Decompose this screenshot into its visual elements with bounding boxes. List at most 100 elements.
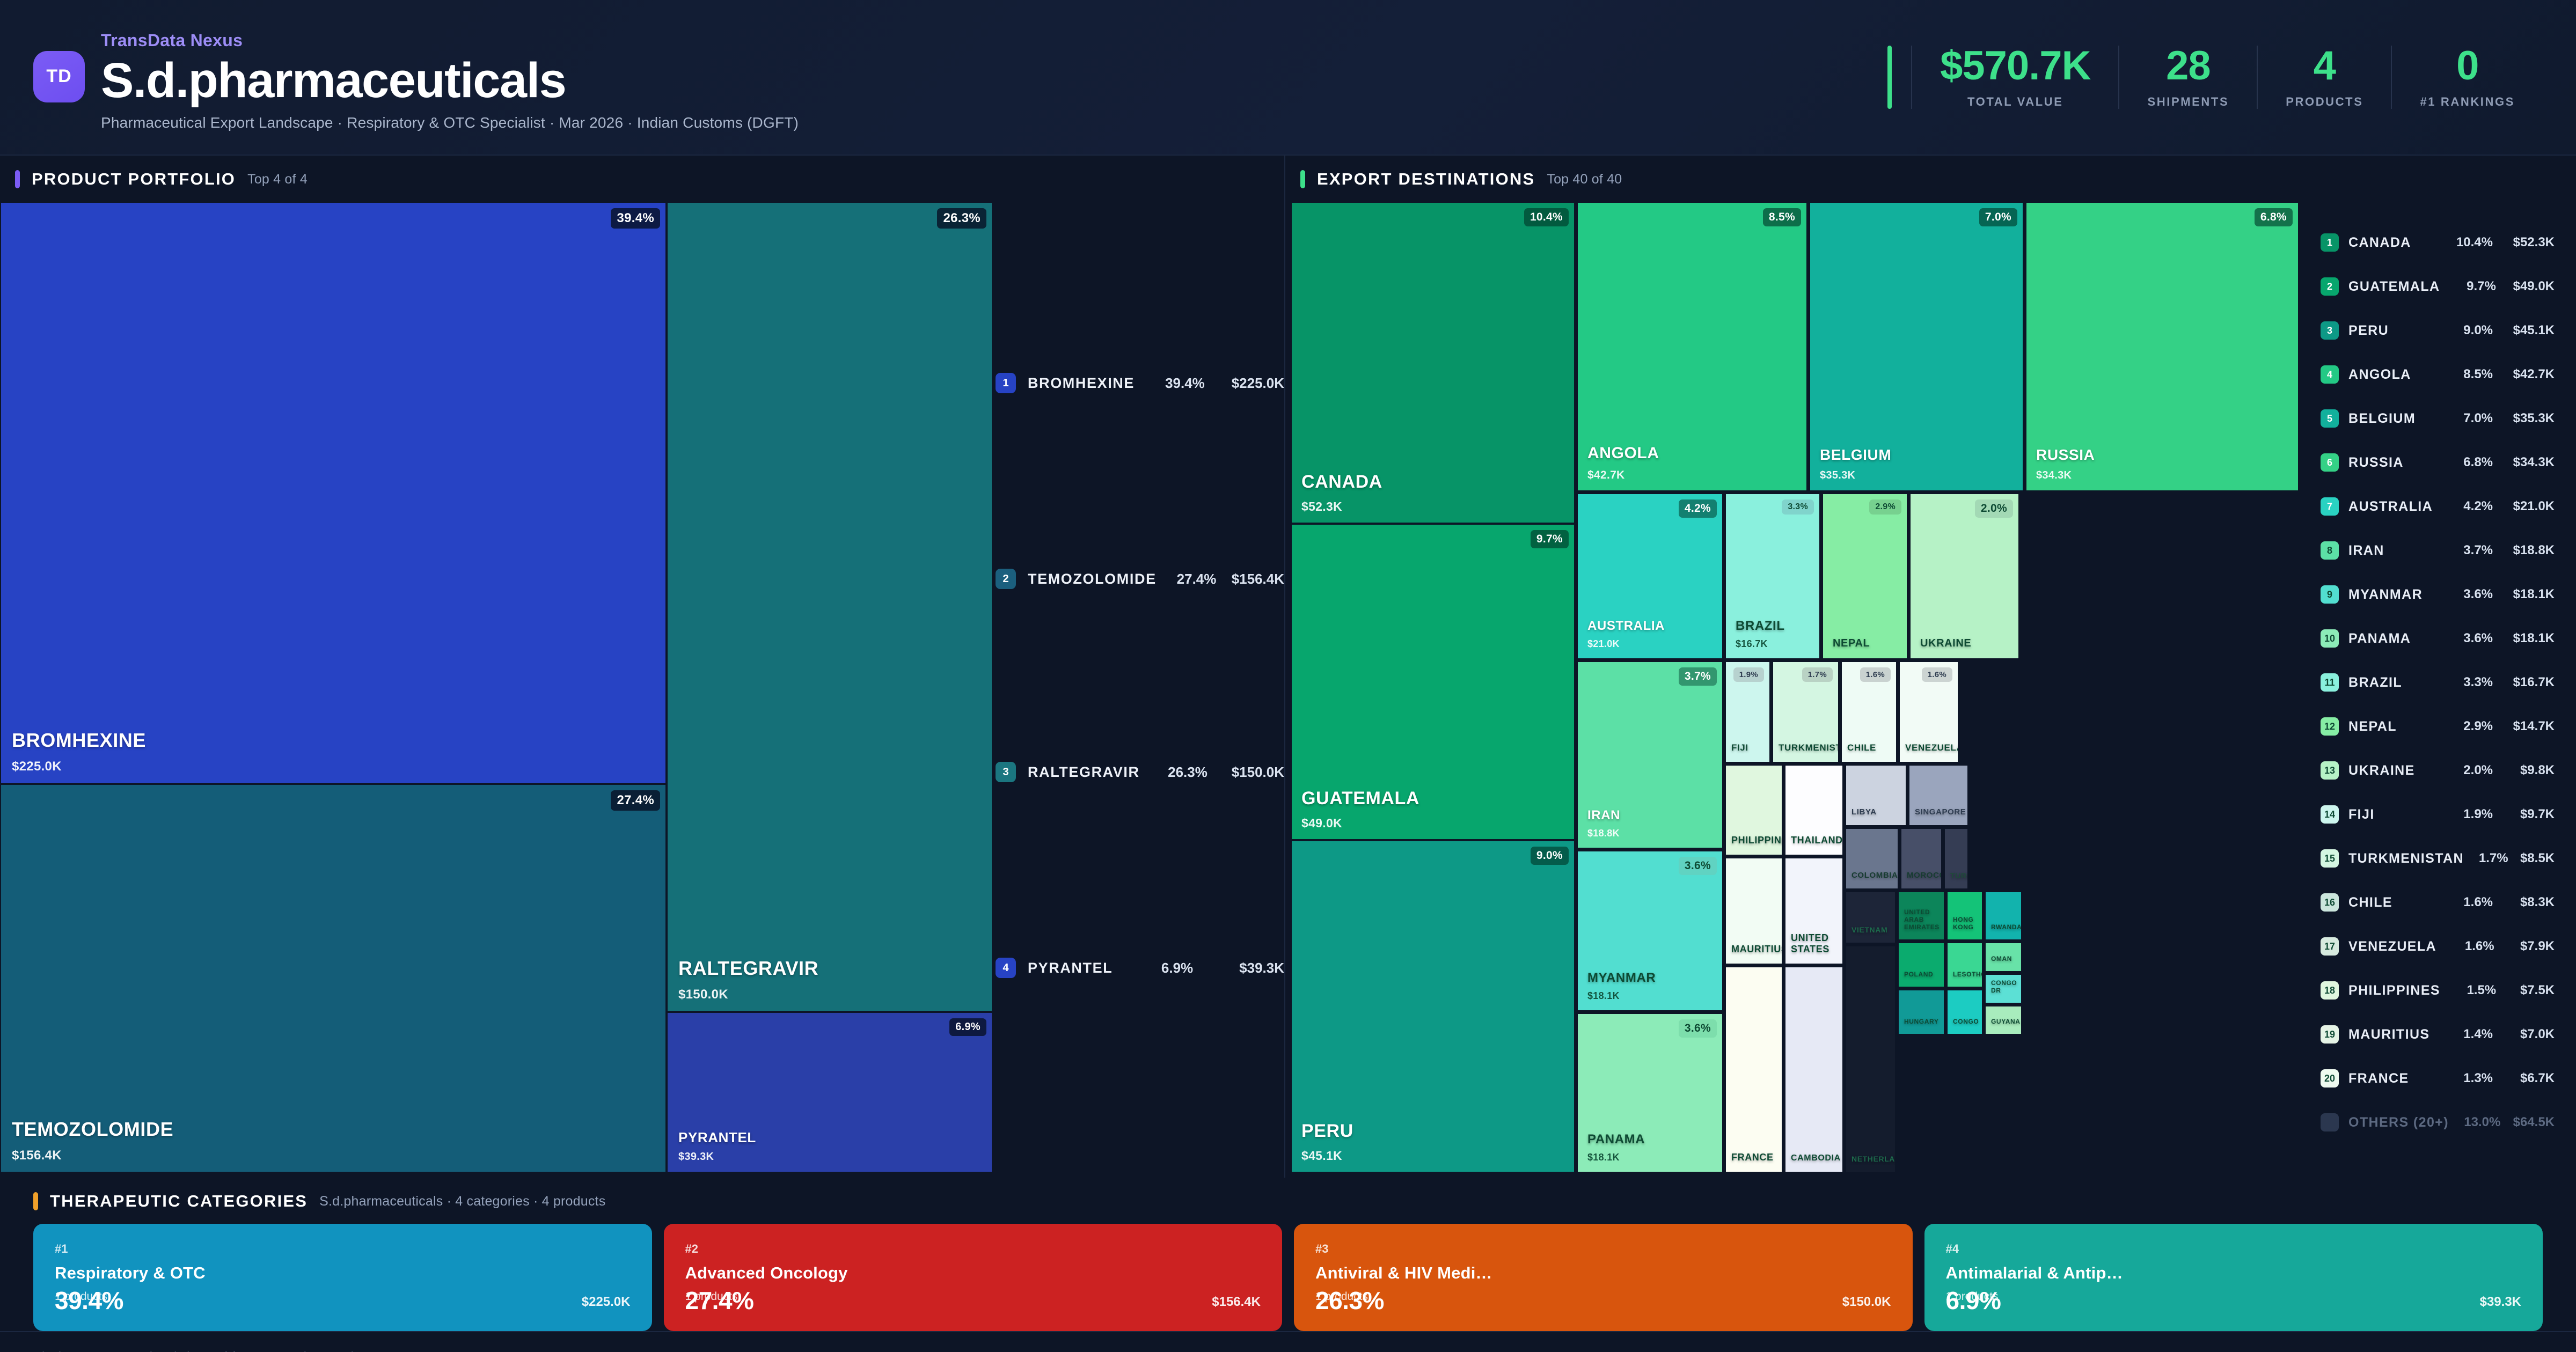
product-name: PYRANTEL [1028, 959, 1113, 976]
country-rank-row[interactable]: 15 TURKMENISTAN 1.7% $8.5K [2321, 836, 2555, 880]
country-rank-row[interactable]: 10 PANAMA 3.6% $18.1K [2321, 616, 2555, 660]
treemap-tile[interactable]: CAMBODIA [1784, 966, 1843, 1173]
tile-label: RALTEGRAVIR [678, 957, 819, 979]
country-value: $16.7K [2513, 675, 2555, 689]
product-percent: 6.9% [1161, 959, 1194, 976]
treemap-tile[interactable]: FRANCE [1725, 966, 1783, 1173]
section-title: PRODUCT PORTFOLIO [32, 170, 236, 188]
category-card[interactable]: #1 Respiratory & OTC 1 products 39.4% $225.0… [33, 1224, 652, 1331]
treemap-tile[interactable]: 9.7% GUATEMALA $49.0K [1291, 524, 1575, 840]
treemap-tile[interactable]: 6.9% PYRANTEL $39.3K [667, 1012, 993, 1173]
treemap-tile[interactable]: UNITED STATES [1784, 857, 1843, 965]
country-rank-row[interactable]: 18 PHILIPPINES 1.5% $7.5K [2321, 968, 2555, 1012]
product-treemap[interactable]: 39.4% BROMHEXINE $225.0K 27.4% TEMOZOLOMIDE $… [0, 202, 1284, 1173]
treemap-tile[interactable]: 4.2% AUSTRALIA $21.0K [1577, 493, 1723, 659]
treemap-tile[interactable]: VIETNAM [1845, 891, 1896, 944]
rank-badge: 9 [2321, 585, 2339, 604]
treemap-tile[interactable]: MAURITIUS [1725, 857, 1783, 965]
treemap-tile[interactable]: CONGO DR [1985, 974, 2022, 1004]
treemap-tile[interactable]: LIBYA [1845, 765, 1907, 826]
country-rank-list[interactable]: 1 CANADA 10.4% $52.3K 2 GUATEMALA 9.7% $49.0K 3 P… [2308, 207, 2576, 1144]
treemap-tile[interactable]: MOROCCO [1900, 828, 1942, 890]
export-treemap[interactable]: 10.4% CANADA $52.3K 9.7% GUATEMALA $49.0K 9.0%… [1285, 202, 2576, 1173]
country-rank-row[interactable]: 13 UKRAINE 2.0% $9.8K [2321, 748, 2555, 792]
country-rank-row[interactable]: 17 VENEZUELA 1.6% $7.9K [2321, 924, 2555, 968]
treemap-tile[interactable]: 1.6% CHILE [1841, 661, 1897, 763]
category-value: $225.0K [581, 1295, 631, 1309]
tile-label: COLOMBIA [1851, 871, 1898, 880]
country-percent: 3.7% [2463, 543, 2493, 557]
treemap-tile[interactable]: 10.4% CANADA $52.3K [1291, 202, 1575, 524]
treemap-tile[interactable]: 1.9% FIJI [1725, 661, 1770, 763]
country-rank-row[interactable]: 4 ANGOLA 8.5% $42.7K [2321, 352, 2555, 396]
treemap-tile[interactable]: 1.7% TURKMENISTAN [1772, 661, 1839, 763]
tile-label: PANAMA [1587, 1132, 1645, 1147]
country-rank-row[interactable]: 20 FRANCE 1.3% $6.7K [2321, 1056, 2555, 1100]
category-card[interactable]: #4 Antimalarial & Antip… 1 products 6.9% $39… [1924, 1224, 2543, 1331]
treemap-tile[interactable]: LESOTHO [1946, 942, 1983, 988]
tile-value: $150.0K [678, 987, 728, 1002]
tile-label: FIJI [1731, 743, 1748, 753]
product-rank-row[interactable]: 4 PYRANTEL 6.9% $39.3K [996, 958, 1284, 978]
country-rank-row[interactable]: 16 CHILE 1.6% $8.3K [2321, 880, 2555, 924]
treemap-tile[interactable]: 9.0% PERU $45.1K [1291, 840, 1575, 1173]
treemap-tile[interactable]: 1.6% VENEZUELA [1899, 661, 1959, 763]
category-card[interactable]: #3 Antiviral & HIV Medi… 1 products 26.3% $1… [1294, 1224, 1913, 1331]
country-percent: 9.0% [2463, 323, 2493, 337]
country-name: VENEZUELA [2348, 938, 2437, 954]
country-rank-row[interactable]: 3 PERU 9.0% $45.1K [2321, 308, 2555, 352]
country-name: MYANMAR [2348, 586, 2423, 602]
treemap-tile[interactable]: SINGAPORE [1908, 765, 1968, 826]
treemap-tile[interactable]: 7.0% BELGIUM $35.3K [1809, 202, 2024, 491]
country-rank-row[interactable]: 11 BRAZIL 3.3% $16.7K [2321, 660, 2555, 704]
country-rank-row[interactable]: 6 RUSSIA 6.8% $34.3K [2321, 440, 2555, 484]
treemap-tile[interactable]: 2.9% NEPAL [1822, 493, 1908, 659]
treemap-tile[interactable]: 6.8% RUSSIA $34.3K [2025, 202, 2299, 491]
treemap-tile[interactable]: GUYANA [1985, 1005, 2022, 1035]
category-percent: 6.9% [1945, 1287, 2001, 1314]
treemap-tile[interactable]: NETHERLANDS [1845, 945, 1896, 1173]
treemap-tile[interactable]: HUNGARY [1898, 989, 1945, 1035]
treemap-tile[interactable]: OMAN [1985, 942, 2022, 972]
treemap-tile[interactable]: 3.6% MYANMAR $18.1K [1577, 850, 1723, 1011]
treemap-tile[interactable]: 3.7% IRAN $18.8K [1577, 661, 1723, 849]
treemap-tile[interactable]: CONGO [1946, 989, 1983, 1035]
rank-badge: 3 [2321, 321, 2339, 340]
treemap-tile[interactable]: RWANDA [1985, 891, 2022, 940]
treemap-tile[interactable]: HONG KONG [1946, 891, 1983, 940]
tile-label: BROMHEXINE [12, 729, 147, 751]
treemap-tile[interactable]: 39.4% BROMHEXINE $225.0K [0, 202, 667, 784]
company-logo: TD [33, 50, 85, 102]
kpi-products: 4 PRODUCTS [2257, 46, 2391, 109]
country-rank-row[interactable]: 19 MAURITIUS 1.4% $7.0K [2321, 1012, 2555, 1056]
country-rank-row[interactable]: 12 NEPAL 2.9% $14.7K [2321, 704, 2555, 748]
tile-label: MYANMAR [1587, 971, 1656, 985]
product-rank-list[interactable]: 1 BROMHEXINE 39.4% $225.0K 2 TEMOZOLOMIDE 27.4… [996, 207, 1284, 1178]
category-card[interactable]: #2 Advanced Oncology 1 products 27.4% $156.4… [663, 1224, 1282, 1331]
treemap-tile[interactable]: PHILIPPINES [1725, 765, 1783, 856]
country-value: $35.3K [2513, 411, 2555, 425]
treemap-tile[interactable]: 3.6% PANAMA $18.1K [1577, 1013, 1723, 1173]
product-rank-row[interactable]: 3 RALTEGRAVIR 26.3% $150.0K [996, 762, 1284, 782]
product-rank-row[interactable]: 2 TEMOZOLOMIDE 27.4% $156.4K [996, 569, 1284, 589]
product-rank-row[interactable]: 1 BROMHEXINE 39.4% $225.0K [996, 373, 1284, 393]
country-rank-row[interactable]: 5 BELGIUM 7.0% $35.3K [2321, 396, 2555, 440]
country-rank-row[interactable]: 9 MYANMAR 3.6% $18.1K [2321, 572, 2555, 616]
country-rank-row[interactable]: 1 CANADA 10.4% $52.3K [2321, 221, 2555, 264]
treemap-tile[interactable]: 8.5% ANGOLA $42.7K [1577, 202, 1807, 491]
treemap-tile[interactable]: TURKEY [1944, 828, 1968, 890]
treemap-tile[interactable]: POLAND [1898, 942, 1945, 988]
treemap-tile[interactable]: UNITED ARAB EMIRATES [1898, 891, 1945, 940]
page-footer: Block area = proportional share of $570.… [0, 1331, 2576, 1352]
country-rank-row[interactable]: 14 FIJI 1.9% $9.7K [2321, 792, 2555, 836]
treemap-tile[interactable]: 27.4% TEMOZOLOMIDE $156.4K [0, 784, 667, 1173]
treemap-tile[interactable]: 2.0% UKRAINE [1909, 493, 2019, 659]
treemap-tile[interactable]: 3.3% BRAZIL $16.7K [1725, 493, 1820, 659]
treemap-tile[interactable]: THAILAND [1784, 765, 1843, 856]
country-rank-row[interactable]: 8 IRAN 3.7% $18.8K [2321, 528, 2555, 572]
country-rank-row[interactable]: 2 GUATEMALA 9.7% $49.0K [2321, 264, 2555, 308]
country-rank-row[interactable]: 7 AUSTRALIA 4.2% $21.0K [2321, 484, 2555, 528]
treemap-tile[interactable]: COLOMBIA [1845, 828, 1899, 890]
tile-label: HONG KONG [1953, 916, 1974, 931]
treemap-tile[interactable]: 26.3% RALTEGRAVIR $150.0K [667, 202, 993, 1012]
